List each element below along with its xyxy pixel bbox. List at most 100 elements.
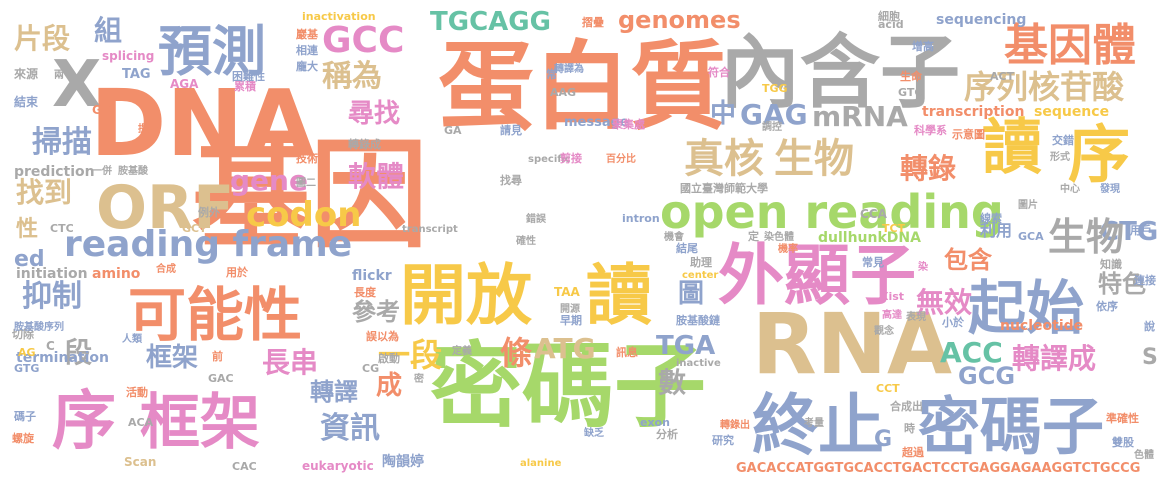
- word: 切除: [12, 327, 35, 341]
- word: 序: [52, 385, 116, 459]
- word: 例外: [198, 205, 220, 219]
- word: GTG: [14, 362, 39, 375]
- word: 片段: [14, 22, 70, 55]
- word: 科學系: [914, 123, 947, 137]
- word: 稱為: [322, 59, 382, 94]
- word: 形式: [1050, 150, 1070, 163]
- word: 助理: [690, 255, 712, 269]
- word: TGG: [762, 82, 788, 95]
- word: 機率: [778, 242, 798, 255]
- word: 成: [376, 371, 402, 401]
- word: C: [46, 339, 55, 353]
- word: ACC: [940, 336, 1003, 369]
- word: 分析: [656, 427, 678, 441]
- word: 小於: [941, 315, 965, 329]
- word: 生物: [1048, 215, 1124, 259]
- word: GCC: [322, 20, 404, 61]
- word: ORF: [96, 173, 234, 243]
- word: center: [682, 270, 718, 281]
- word: 圖片: [1018, 198, 1038, 211]
- word: 交錯: [1052, 133, 1074, 147]
- word: 內含子: [720, 26, 960, 119]
- word: 胺基酸: [118, 164, 149, 177]
- word: 抑制: [22, 279, 82, 314]
- word: 轉錄成: [348, 137, 381, 151]
- word: 準確性: [1106, 411, 1139, 425]
- word: amino: [92, 266, 141, 282]
- word: 終止: [752, 387, 884, 464]
- word: transcript: [402, 224, 458, 235]
- word: ACA: [128, 416, 154, 429]
- word: GA: [444, 124, 462, 137]
- word: 機會: [664, 230, 685, 243]
- word: 密碼子: [918, 390, 1104, 463]
- word: 染色體: [763, 230, 794, 243]
- word: 圖二: [296, 177, 316, 189]
- word: 確性: [516, 234, 536, 247]
- word: 陶韻婷: [382, 453, 424, 470]
- word: CTC: [50, 222, 74, 235]
- word: 一併: [92, 164, 112, 177]
- word: 啟動: [378, 351, 400, 365]
- word: CG: [362, 362, 379, 375]
- word: 參考: [352, 298, 400, 326]
- word: G: [874, 427, 892, 452]
- word: TCT: [882, 222, 906, 235]
- word: prediction: [14, 164, 95, 180]
- word: 資訊: [320, 411, 380, 446]
- word: 胺基酸鏈: [675, 313, 720, 327]
- word: 超過: [901, 445, 925, 459]
- word: 一段: [378, 336, 442, 374]
- word: 用於: [226, 265, 249, 279]
- word: specific: [528, 154, 571, 165]
- word: 知識: [1099, 257, 1122, 271]
- word: 圖: [678, 279, 704, 309]
- word: 聚集處: [611, 117, 646, 131]
- word: Xist: [880, 290, 904, 303]
- word: 框架: [140, 388, 260, 458]
- word: transcription: [922, 104, 1024, 120]
- word: 線索: [980, 211, 1002, 225]
- word: 掃描: [32, 125, 92, 160]
- word: TGCAGG: [430, 7, 551, 37]
- word: 發現: [1099, 182, 1120, 195]
- word: 表現: [905, 310, 926, 323]
- word: 研究: [712, 433, 734, 447]
- word: 缺乏: [583, 426, 604, 439]
- word: GCG: [958, 362, 1015, 390]
- word: 胺基酸序列: [14, 320, 64, 333]
- word: 中心: [1060, 182, 1080, 195]
- word: 轉譯成: [1012, 342, 1096, 375]
- word: TGA: [656, 331, 715, 361]
- word: sequencing: [936, 12, 1026, 28]
- word: 尋找: [348, 99, 400, 129]
- word: GT: [92, 103, 111, 117]
- word: message: [564, 115, 629, 130]
- word: 兩: [54, 69, 64, 81]
- word: ATG: [534, 332, 596, 365]
- word: TAA: [554, 285, 581, 299]
- word: 合成出: [890, 399, 923, 413]
- word: 巖基: [296, 27, 319, 41]
- word: 誤以為: [366, 329, 399, 343]
- word: 轉譯為: [554, 62, 584, 75]
- word: AGA: [170, 77, 199, 91]
- word: 合成: [155, 262, 176, 275]
- word: 可能性: [128, 281, 302, 349]
- word: 時: [904, 421, 915, 435]
- word: 框架: [146, 343, 198, 373]
- word: 序: [1068, 118, 1130, 191]
- word: 預測: [158, 20, 266, 83]
- word: 摺疊: [582, 15, 604, 29]
- word: gene: [230, 164, 308, 197]
- word: 活動: [126, 385, 148, 399]
- word: ACT: [990, 70, 1015, 83]
- word: initiation: [16, 266, 88, 282]
- word: 利用: [980, 221, 1012, 240]
- word: acid: [878, 18, 904, 31]
- word: 包含: [944, 246, 993, 274]
- word: 連接: [1134, 273, 1156, 287]
- word: 碼子: [13, 410, 36, 423]
- word: 外顯子: [718, 237, 916, 314]
